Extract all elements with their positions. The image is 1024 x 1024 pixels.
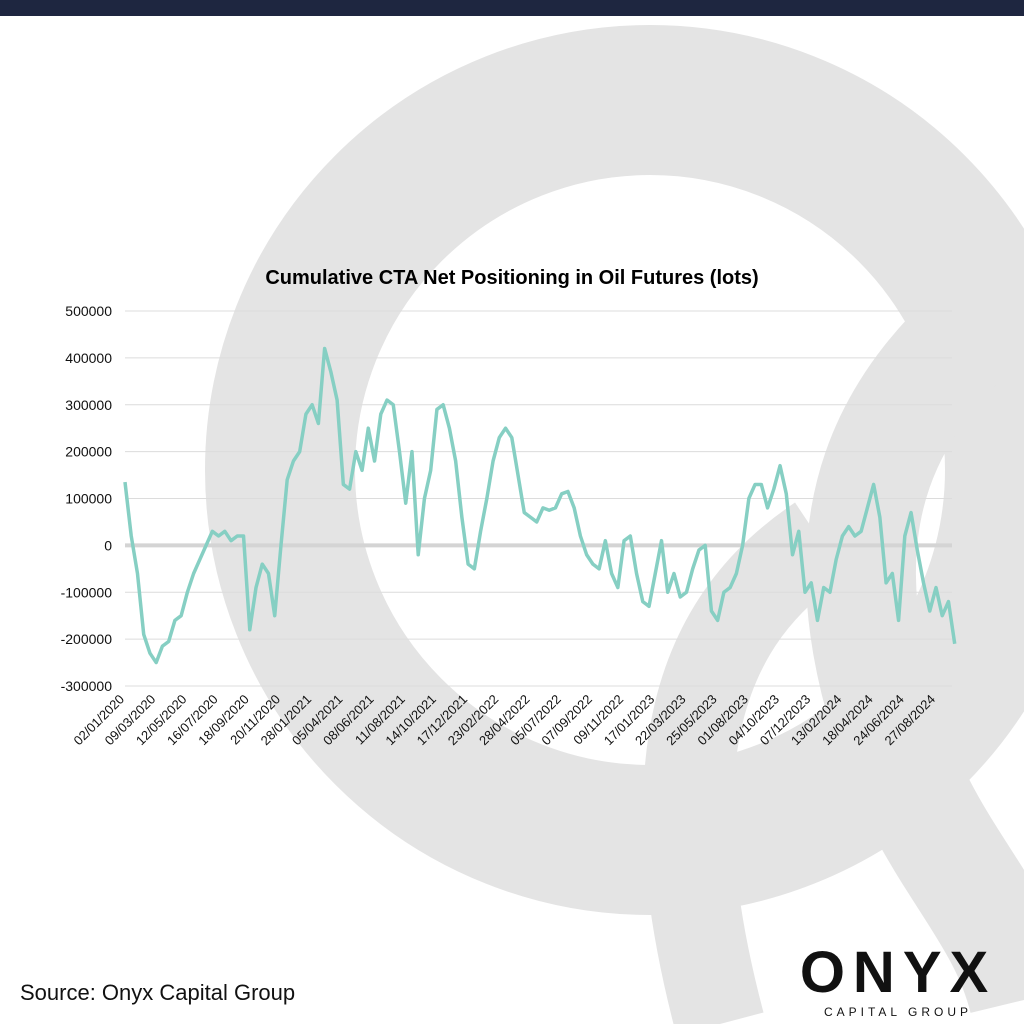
y-tick-label: -300000 <box>61 678 113 694</box>
logo-subtitle: CAPITAL GROUP <box>824 1005 972 1019</box>
background-logo <box>205 25 1024 1024</box>
y-tick-label: 400000 <box>65 350 112 366</box>
y-tick-label: 0 <box>104 537 112 553</box>
chart-title: Cumulative CTA Net Positioning in Oil Fu… <box>265 267 758 289</box>
y-tick-label: 500000 <box>65 303 112 319</box>
top-bar <box>0 0 1024 16</box>
y-tick-label: 100000 <box>65 491 112 507</box>
y-tick-label: 200000 <box>65 444 112 460</box>
data-line <box>123 346 957 665</box>
logo: ONYX <box>800 940 996 1005</box>
y-tick-label: -200000 <box>61 631 113 647</box>
y-tick-label: -100000 <box>61 584 113 600</box>
y-tick-label: 300000 <box>65 397 112 413</box>
source: Source: Onyx Capital Group <box>20 980 295 1005</box>
